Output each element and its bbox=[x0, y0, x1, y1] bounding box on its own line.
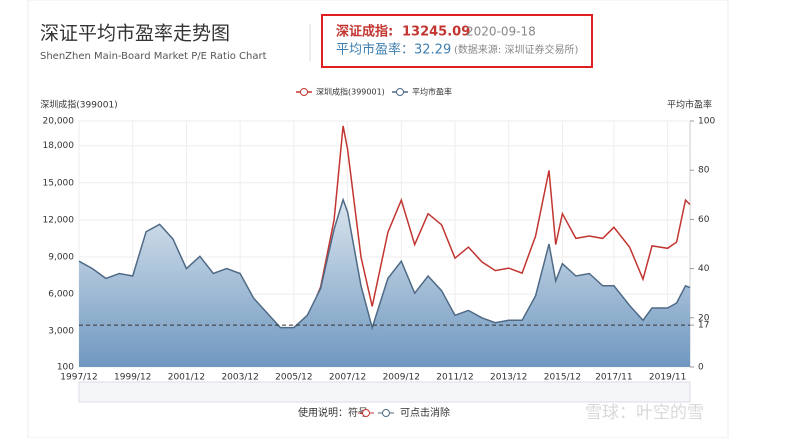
legend-symbol[interactable] bbox=[396, 88, 404, 96]
x-tick-label: 2019/11 bbox=[649, 373, 686, 383]
y2-tick-label: 0 bbox=[698, 363, 704, 373]
y2-tick-label: 60 bbox=[698, 215, 710, 225]
index-value: 13245.09 bbox=[402, 25, 470, 40]
x-tick-label: 2003/12 bbox=[221, 373, 258, 383]
index-label: 深证成指: bbox=[336, 24, 393, 40]
legend-label[interactable]: 平均市盈率 bbox=[412, 87, 452, 97]
hint-prefix: 使用说明：符号 bbox=[298, 406, 368, 419]
date: 2020-09-18 bbox=[466, 25, 536, 39]
x-tick-label: 2007/12 bbox=[329, 373, 366, 383]
pe-label: 平均市盈率： bbox=[336, 42, 414, 58]
hint-symbol bbox=[362, 409, 370, 417]
pe-value: 32.29 bbox=[414, 43, 451, 58]
y-tick-label: 12,000 bbox=[43, 215, 75, 225]
y2-axis-title: 平均市盈率 bbox=[667, 99, 712, 111]
y-tick-label: 15,000 bbox=[43, 178, 75, 188]
y2-tick-label: 80 bbox=[698, 166, 710, 176]
x-tick-label: 2013/12 bbox=[490, 373, 527, 383]
x-tick-label: 2005/12 bbox=[275, 373, 312, 383]
legend-symbol[interactable] bbox=[300, 88, 308, 96]
y-axis-title: 深圳成指(399001) bbox=[40, 99, 117, 111]
y-tick-label: 20,000 bbox=[43, 117, 75, 127]
hint-symbol bbox=[382, 409, 390, 417]
hint-suffix: 可点击消除 bbox=[400, 406, 450, 419]
x-tick-label: 1999/12 bbox=[114, 373, 151, 383]
zoom-slider[interactable] bbox=[78, 381, 691, 403]
series-line bbox=[78, 197, 691, 331]
legend-label[interactable]: 深圳成指(399001) bbox=[316, 87, 385, 97]
x-tick-label: 2015/12 bbox=[544, 373, 581, 383]
y2-tick-label: 17 bbox=[698, 321, 709, 331]
x-tick-label: 2017/11 bbox=[595, 373, 632, 383]
y-tick-label: 3,000 bbox=[48, 327, 74, 337]
y-tick-label: 100 bbox=[57, 363, 74, 373]
watermark: 雪球：叶空的雪 bbox=[585, 403, 704, 423]
page-subtitle: ShenZhen Main-Board Market P/E Ratio Cha… bbox=[40, 51, 267, 62]
highlight-box bbox=[321, 14, 593, 68]
y2-tick-label: 100 bbox=[698, 117, 715, 127]
y-tick-label: 6,000 bbox=[48, 290, 74, 300]
y-tick-label: 9,000 bbox=[48, 252, 74, 262]
y-tick-label: 18,000 bbox=[43, 141, 75, 151]
x-tick-label: 1997/12 bbox=[60, 373, 97, 383]
page-title: 深证平均市盈率走势图 bbox=[40, 23, 230, 45]
x-tick-label: 2009/12 bbox=[383, 373, 420, 383]
y2-tick-label: 20 bbox=[698, 313, 710, 323]
x-tick-label: 2001/12 bbox=[168, 373, 205, 383]
y2-tick-label: 40 bbox=[698, 264, 710, 274]
source: (数据来源: 深圳证券交易所) bbox=[454, 43, 578, 56]
x-tick-label: 2011/12 bbox=[436, 373, 473, 383]
